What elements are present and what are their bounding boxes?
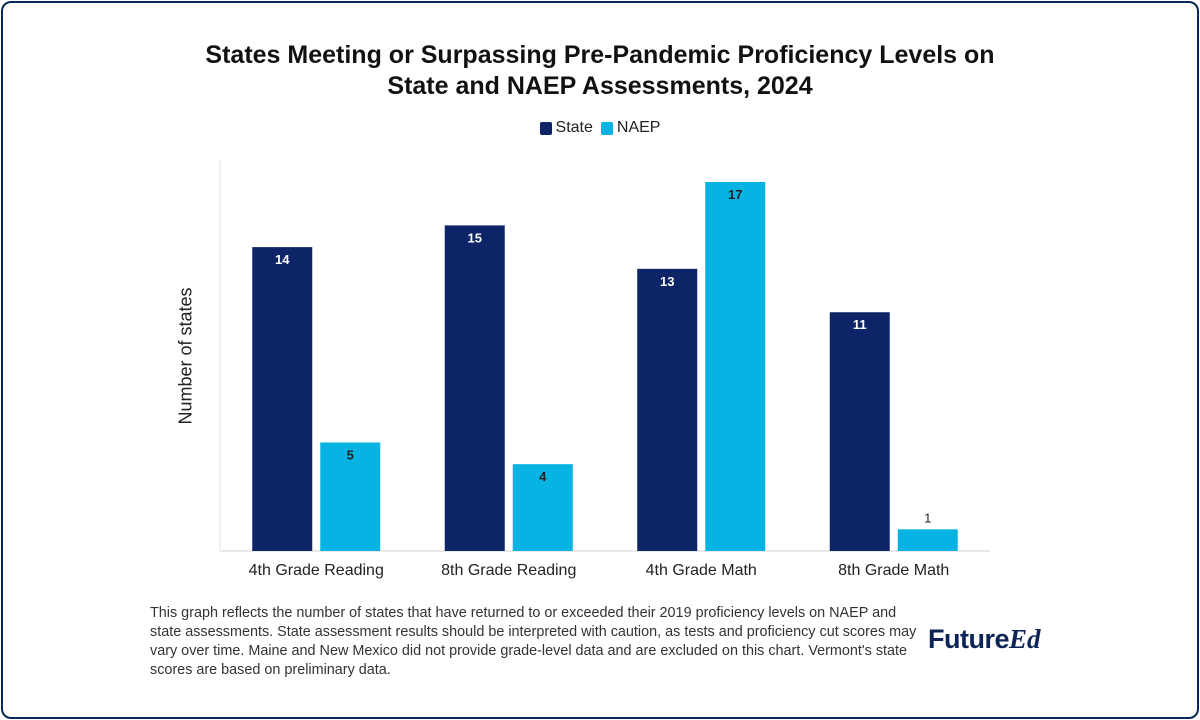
chart-title: States Meeting or Surpassing Pre-Pandemi… [0,40,1200,102]
bar-naep-8th-grade-reading [512,464,573,551]
legend-label-naep: NAEP [616,119,661,136]
x-tick-label: 8th Grade Reading [441,562,576,579]
bar-state-4th-grade-math [637,268,698,551]
bar-state-8th-grade-math [829,312,890,551]
legend-label-state: State [555,119,593,136]
chart-title-line-1: States Meeting or Surpassing Pre-Pandemi… [205,41,995,69]
bar-naep-4th-grade-reading [320,442,381,551]
chart-legend: State NAEP [0,119,1200,137]
x-tick-label: 4th Grade Reading [249,562,384,579]
futureed-logo: FutureEd [928,624,1041,655]
chart-title-line-2: State and NAEP Assessments, 2024 [387,72,813,100]
x-tick-label: 8th Grade Math [838,562,949,579]
data-label-state-8th-grade-reading: 15 [468,230,482,245]
data-label-naep-4th-grade-math: 17 [728,187,742,202]
data-label-naep-4th-grade-reading: 5 [347,447,354,462]
legend-swatch-naep [600,121,613,135]
logo-text-ed: Ed [1009,624,1041,654]
x-tick-label: 4th Grade Math [646,562,757,579]
bar-state-8th-grade-reading [444,225,505,552]
chart-footnote: This graph reflects the number of states… [150,605,917,678]
data-label-naep-8th-grade-math: 1 [924,510,931,525]
data-label-state-4th-grade-math: 13 [660,274,674,289]
bar-state-4th-grade-reading [252,247,313,551]
bar-naep-4th-grade-math [705,182,766,551]
data-label-state-8th-grade-math: 11 [853,317,867,332]
legend-swatch-state [539,121,552,135]
logo-text-future: Future [928,624,1010,654]
data-label-naep-8th-grade-reading: 4 [539,469,547,484]
legend-item-naep: NAEP [600,119,661,137]
data-label-state-4th-grade-reading: 14 [275,252,290,267]
legend-item-state: State [539,119,593,137]
bar-naep-8th-grade-math [897,529,958,551]
